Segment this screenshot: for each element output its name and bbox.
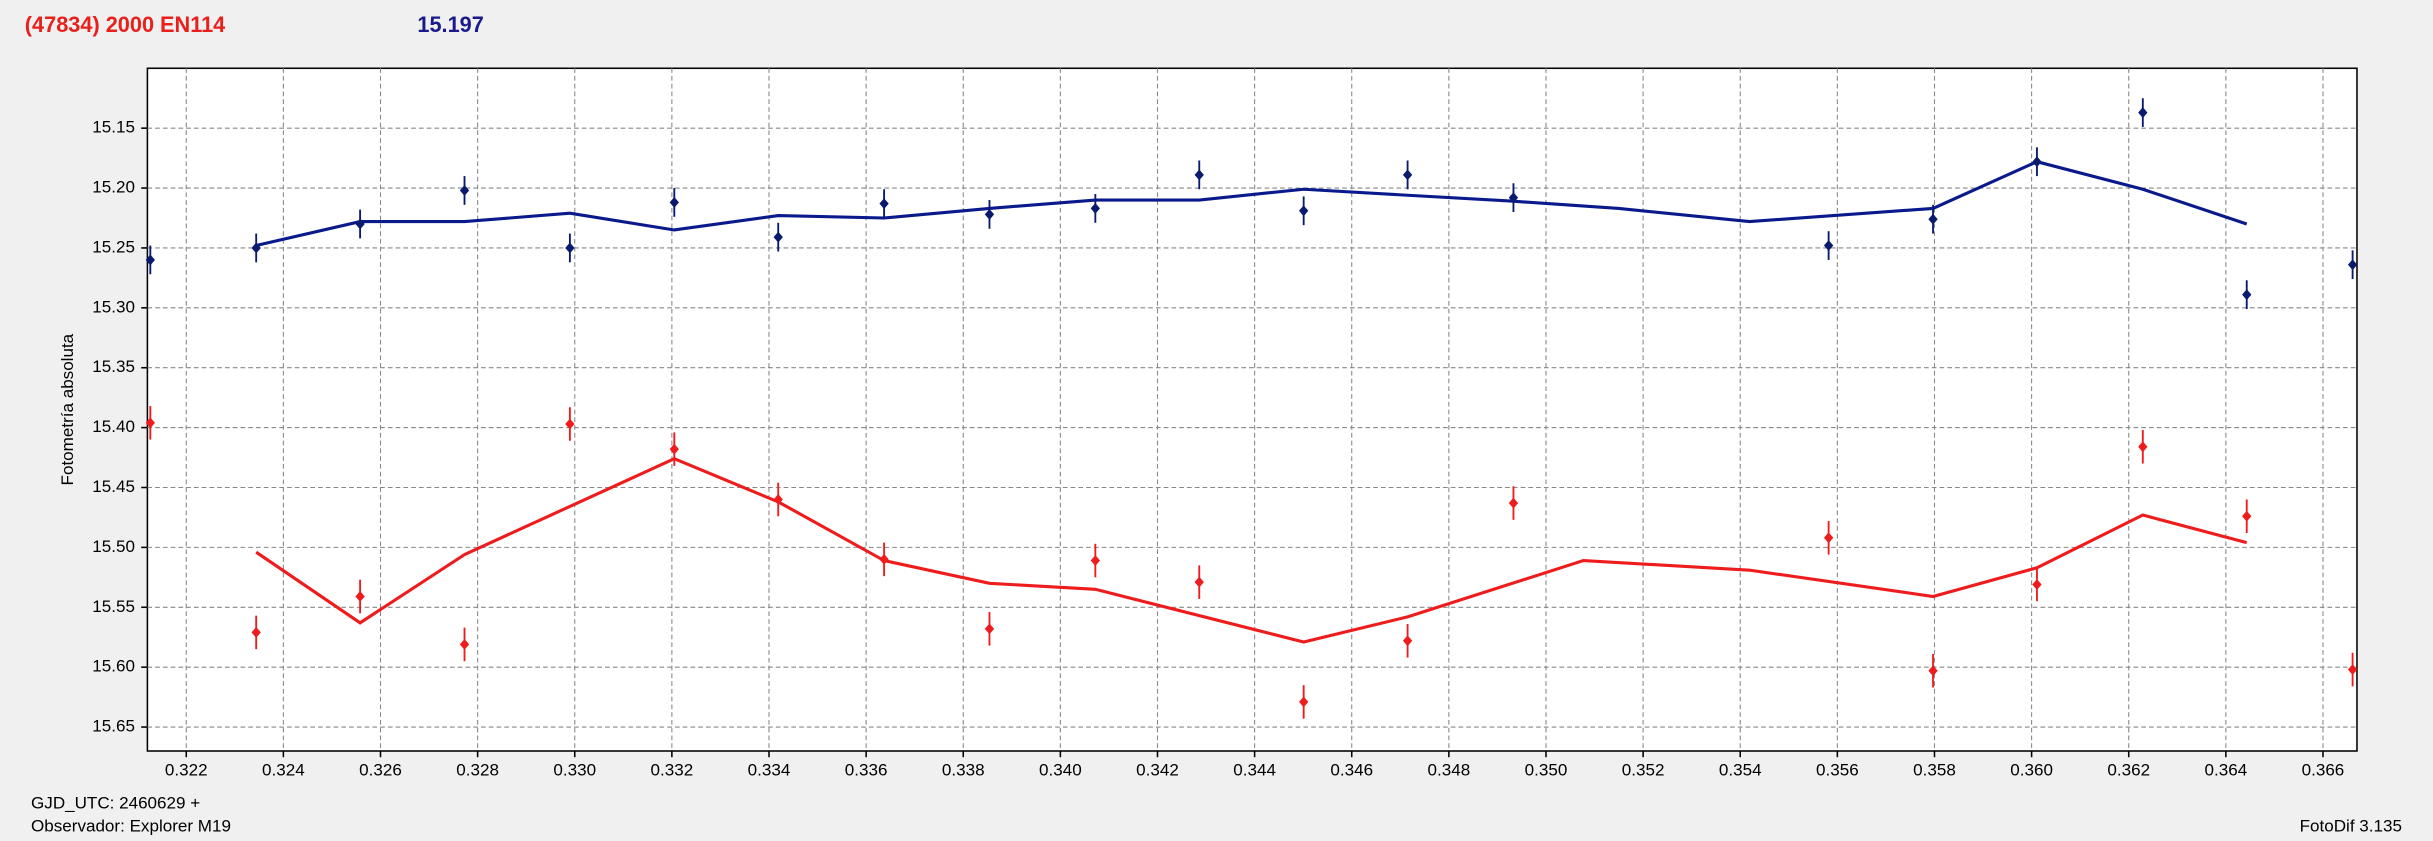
x-tick-label: 0.348 (1428, 761, 1471, 780)
x-tick-label: 0.352 (1622, 761, 1665, 780)
data-point (459, 638, 470, 650)
data-point (1823, 240, 1834, 251)
data-point (1508, 192, 1519, 204)
x-tick-label: 0.346 (1330, 761, 1373, 780)
data-point (2242, 510, 2252, 522)
data-point (2138, 107, 2148, 119)
x-tick-label: 0.322 (165, 761, 208, 780)
x-tick-label: 0.362 (2107, 761, 2150, 780)
data-point (2138, 441, 2148, 453)
data-point (1299, 205, 1309, 217)
y-tick-label: 15.60 (92, 657, 135, 676)
data-point (1508, 497, 1519, 509)
x-tick-label: 0.334 (748, 761, 791, 780)
y-tick-label: 15.15 (92, 118, 135, 137)
x-tick-label: 0.366 (2302, 761, 2345, 780)
data-point (565, 418, 575, 430)
data-point (879, 553, 889, 565)
y-tick-label: 15.40 (92, 417, 135, 436)
fit-line (255, 457, 2248, 644)
data-point (2242, 289, 2252, 301)
footer-note: FotoDif 3.135 (2300, 817, 2402, 836)
x-tick-label: 0.356 (1816, 761, 1859, 780)
y-tick-label: 15.65 (92, 717, 135, 736)
data-point (773, 231, 783, 243)
chart-title: (47834) 2000 EN114 (25, 12, 225, 37)
x-tick-label: 0.330 (553, 761, 596, 780)
x-tick-label: 0.324 (262, 761, 305, 780)
x-tick-label: 0.338 (942, 761, 985, 780)
data-point (2347, 259, 2358, 271)
x-tick-label: 0.340 (1039, 761, 1082, 780)
data-point (669, 443, 679, 455)
data-point (1090, 555, 1100, 566)
data-point (669, 196, 679, 208)
x-tick-label: 0.336 (845, 761, 888, 780)
x-tick-label: 0.332 (651, 761, 694, 780)
x-tick-label: 0.364 (2205, 761, 2248, 780)
data-point (1090, 202, 1100, 214)
chart-subtitle: 15.197 (417, 12, 483, 37)
data-point (1928, 213, 1938, 225)
data-point (565, 242, 575, 254)
x-tick-label: 0.360 (2010, 761, 2053, 780)
data-point (1823, 532, 1834, 544)
footer-note: GJD_UTC: 2460629 + (31, 793, 200, 812)
x-tick-label: 0.344 (1233, 761, 1276, 780)
x-tick-label: 0.358 (1913, 761, 1956, 780)
data-point (773, 494, 783, 505)
x-tick-label: 0.328 (456, 761, 499, 780)
y-tick-label: 15.45 (92, 477, 135, 496)
y-tick-label: 15.30 (92, 297, 135, 316)
y-tick-label: 15.55 (92, 597, 135, 616)
x-tick-label: 0.342 (1136, 761, 1179, 780)
plot-area (146, 67, 2358, 752)
y-tick-label: 15.35 (92, 357, 135, 376)
x-tick-label: 0.326 (359, 761, 402, 780)
data-point (1402, 635, 1413, 647)
data-point (145, 417, 155, 429)
y-tick-label: 15.20 (92, 178, 135, 197)
data-point (459, 185, 470, 196)
x-tick-label: 0.354 (1719, 761, 1762, 780)
y-axis-label: Fotometría absoluta (58, 333, 77, 485)
y-tick-label: 15.50 (92, 537, 135, 556)
x-tick-label: 0.350 (1525, 761, 1568, 780)
data-point (879, 198, 889, 210)
footer-note: Observador: Explorer M19 (31, 817, 231, 836)
data-point (1299, 696, 1309, 708)
data-point (1928, 665, 1938, 677)
y-tick-label: 15.25 (92, 237, 135, 256)
